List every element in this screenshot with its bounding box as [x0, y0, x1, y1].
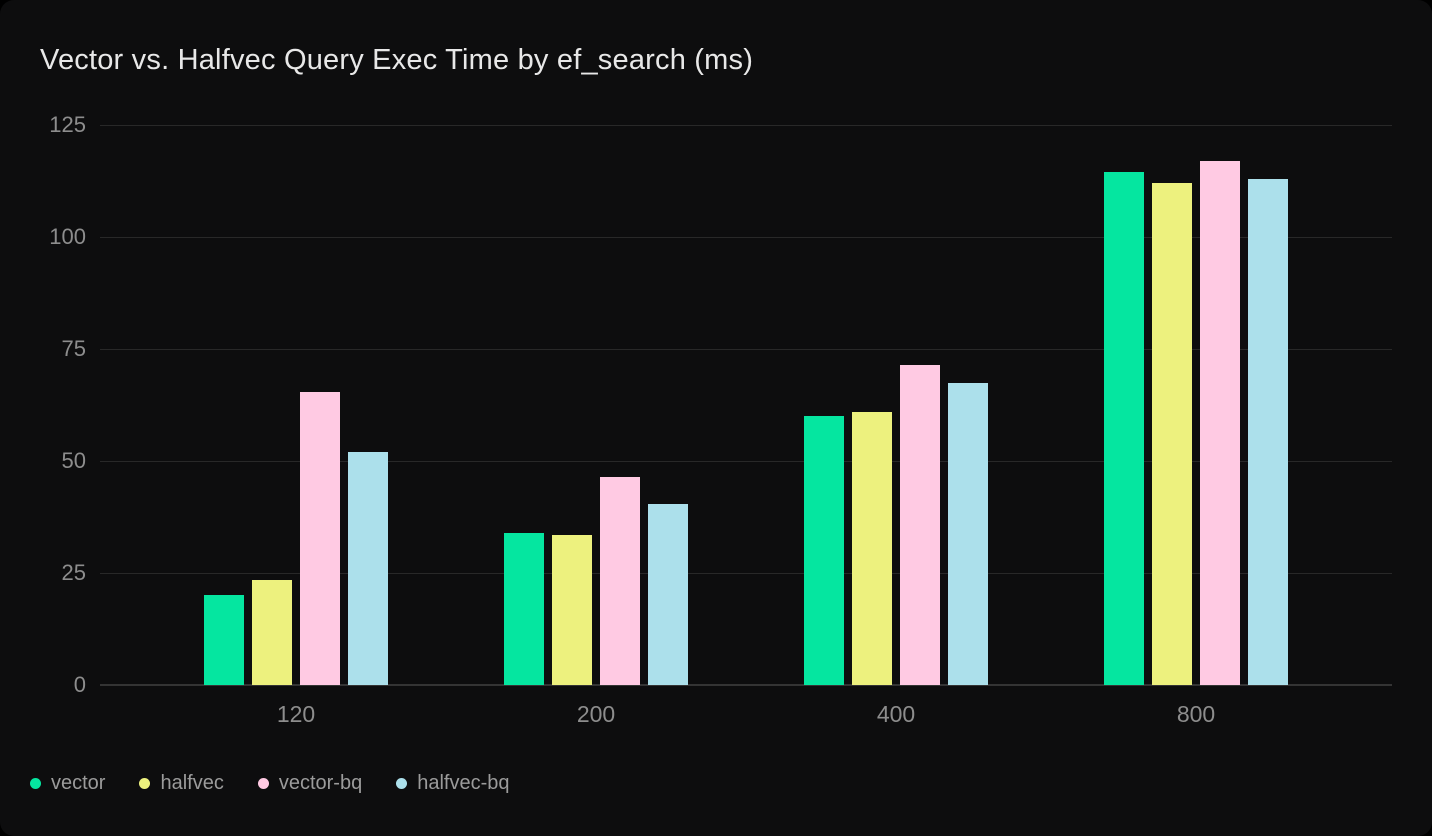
bar-halfvec-bq-800	[1248, 178, 1288, 685]
legend-item-vector[interactable]: vector	[30, 771, 105, 795]
x-axis-tick-label-800: 800	[1176, 701, 1216, 727]
chart-legend: vector halfvec vector-bq halfvec-bq	[30, 771, 510, 795]
x-axis-tick-label-200: 200	[576, 701, 616, 727]
bar-halfvec-bq-200	[648, 503, 688, 685]
bar-vector-bq-800	[1200, 160, 1240, 685]
x-axis-tick-label-120: 120	[276, 701, 316, 727]
bar-halfvec-bq-120	[348, 452, 388, 685]
bar-vector-bq-200	[600, 476, 640, 685]
y-axis-tick-label-75: 75	[61, 336, 86, 361]
bar-group-120	[204, 125, 388, 685]
y-axis-tick-label-25: 25	[61, 560, 86, 585]
y-axis-tick-label-125: 125	[49, 112, 86, 137]
bar-vector-800	[1104, 172, 1144, 685]
x-axis-tick-label-400: 400	[876, 701, 916, 727]
bar-vector-bq-400	[900, 364, 940, 685]
legend-label-halfvec-bq: halfvec-bq	[417, 772, 510, 794]
bar-group-400	[804, 125, 988, 685]
bar-vector-400	[804, 416, 844, 685]
legend-label-halfvec: halfvec	[160, 772, 224, 794]
bar-vector-bq-120	[300, 391, 340, 685]
chart-title: Vector vs. Halfvec Query Exec Time by ef…	[40, 44, 754, 76]
gridline-y-50	[100, 461, 1392, 462]
legend-item-halfvec[interactable]: halfvec	[139, 771, 224, 795]
bar-halfvec-120	[252, 579, 292, 685]
gridline-y-75	[100, 349, 1392, 350]
legend-item-vector-bq[interactable]: vector-bq	[257, 771, 363, 795]
gridline-y-125	[100, 125, 1392, 126]
bar-halfvec-200	[552, 534, 592, 685]
y-axis-tick-label-100: 100	[49, 224, 86, 249]
legend-dot-vector-bq	[257, 777, 269, 789]
bar-halfvec-bq-400	[948, 382, 988, 685]
legend-dot-halfvec	[139, 777, 151, 789]
gridline-y-100	[100, 237, 1392, 238]
gridline-y-25	[100, 573, 1392, 574]
y-axis-tick-label-50: 50	[61, 448, 86, 473]
bar-group-800	[1104, 125, 1288, 685]
x-axis-baseline	[100, 684, 1392, 686]
legend-item-halfvec-bq[interactable]: halfvec-bq	[396, 771, 510, 795]
legend-dot-vector	[30, 777, 41, 789]
bar-vector-120	[204, 595, 244, 685]
legend-dot-halfvec-bq	[396, 777, 408, 789]
bar-vector-200	[504, 532, 544, 685]
legend-label-vector-bq: vector-bq	[278, 772, 363, 794]
y-axis-tick-label-0: 0	[73, 672, 86, 697]
bar-halfvec-400	[852, 411, 892, 685]
legend-label-vector: vector	[51, 772, 106, 794]
bar-halfvec-800	[1152, 183, 1192, 685]
bar-group-200	[504, 125, 688, 685]
plot-area: 0 25 50 75 100 125 120 200 400 800	[49, 114, 1392, 727]
